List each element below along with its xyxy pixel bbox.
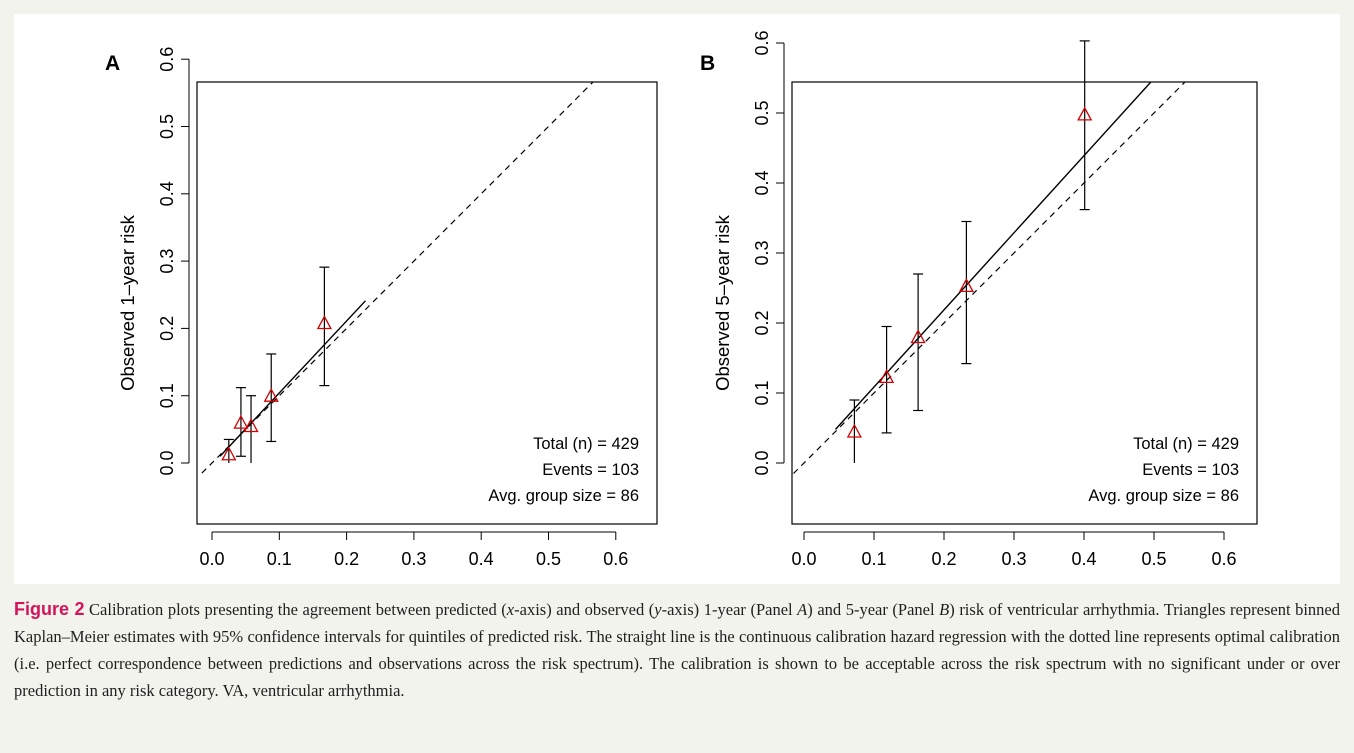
panel-b-x-tick-label: 0.0 (791, 549, 816, 569)
panel-b-y-tick-label: 0.1 (752, 380, 772, 405)
panel-b-point-marker (958, 278, 974, 293)
calibration-charts: A0.00.10.20.30.40.50.6Predicted 1–year r… (105, 30, 1258, 569)
caption-text-2: -axis) and observed ( (514, 600, 655, 619)
panel-b-chart: B0.00.10.20.30.40.50.6Predicted 5–year r… (700, 30, 1258, 569)
panel-a-annotation-line: Events = 103 (542, 461, 639, 479)
panel-a-annotation-line: Total (n) = 429 (533, 435, 639, 453)
panel-a-y-tick-label: 0.0 (157, 450, 177, 475)
figure-panel: A0.00.10.20.30.40.50.6Predicted 1–year r… (14, 14, 1340, 584)
figure-caption: Figure 2 Calibration plots presenting th… (14, 596, 1340, 704)
panel-a-annotation-line: Avg. group size = 86 (488, 487, 639, 505)
panel-b-panel-label: B (700, 52, 715, 75)
panel-a-y-tick-label: 0.4 (157, 181, 177, 206)
caption-text-4: ) and 5-year (Panel (807, 600, 940, 619)
panel-b-y-tick-label: 0.2 (752, 310, 772, 335)
panel-a-y-tick-label: 0.2 (157, 316, 177, 341)
caption-x-var: x (506, 600, 515, 619)
panel-a-plot-frame (196, 81, 658, 525)
panel-a-x-tick-label: 0.6 (603, 549, 628, 569)
caption-label: Figure 2 (14, 599, 85, 619)
panel-a-y-tick-label: 0.6 (157, 47, 177, 72)
panel-b-y-axis-title: Observed 5–year risk (712, 214, 733, 391)
panel-a-y-tick-label: 0.3 (157, 249, 177, 274)
panel-b-y-tick-label: 0.5 (752, 100, 772, 125)
panel-a-point-marker (263, 387, 279, 402)
panel-b-y-tick-label: 0.4 (752, 170, 772, 195)
panel-a-x-tick-label: 0.3 (401, 549, 426, 569)
panel-a-chart: A0.00.10.20.30.40.50.6Predicted 1–year r… (105, 47, 658, 569)
caption-panel-b: B (939, 600, 950, 619)
panel-a-point-marker (221, 446, 237, 461)
panel-a-x-tick-label: 0.4 (469, 549, 494, 569)
panel-a-point-marker (243, 418, 259, 433)
panel-b-point-marker (1077, 106, 1093, 121)
caption-text-1: Calibration plots presenting the agreeme… (84, 600, 507, 619)
caption-text-3: -axis) 1-year (Panel (661, 600, 798, 619)
panel-b-y-tick-label: 0.0 (752, 450, 772, 475)
panel-b-annotation-line: Total (n) = 429 (1133, 435, 1239, 453)
panel-b-y-tick-label: 0.3 (752, 240, 772, 265)
panel-b-x-tick-label: 0.3 (1001, 549, 1026, 569)
caption-y-var: y (654, 600, 662, 619)
panel-b-point-marker (846, 423, 862, 438)
panel-a-x-tick-label: 0.0 (199, 549, 224, 569)
panel-b-point-marker (879, 369, 895, 384)
panel-a-lines (201, 82, 594, 474)
panel-a-y-tick-label: 0.1 (157, 383, 177, 408)
panel-b-x-tick-label: 0.2 (931, 549, 956, 569)
panel-b-reference-line (793, 82, 1186, 474)
caption-text-5: ) risk of ventricular arrhythmia. Triang… (14, 600, 1341, 700)
panel-b-x-tick-label: 0.6 (1211, 549, 1236, 569)
panel-a-panel-label: A (105, 52, 120, 75)
panel-a-y-axis-title: Observed 1–year risk (117, 214, 138, 391)
panel-b-x-tick-label: 0.1 (861, 549, 886, 569)
panel-b-plot-frame (791, 81, 1258, 525)
panel-a-x-tick-label: 0.2 (334, 549, 359, 569)
panel-a-calibration-line (219, 300, 366, 457)
caption-panel-a: A (797, 600, 808, 619)
panel-a-reference-line (201, 82, 594, 474)
panel-a-x-tick-label: 0.5 (536, 549, 561, 569)
panel-b-annotation-line: Events = 103 (1142, 461, 1239, 479)
panel-a-y-tick-label: 0.5 (157, 114, 177, 139)
panel-b-lines (793, 82, 1186, 474)
panel-b-annotation-line: Avg. group size = 86 (1088, 487, 1239, 505)
panel-b-x-tick-label: 0.4 (1071, 549, 1096, 569)
panel-b-y-tick-label: 0.6 (752, 30, 772, 55)
panel-a-point-marker (233, 414, 249, 429)
panel-b-x-tick-label: 0.5 (1141, 549, 1166, 569)
panel-b-point-marker (910, 329, 926, 344)
panel-a-point-marker (316, 315, 332, 330)
panel-a-x-tick-label: 0.1 (267, 549, 292, 569)
panel-b-calibration-line (834, 82, 1152, 430)
